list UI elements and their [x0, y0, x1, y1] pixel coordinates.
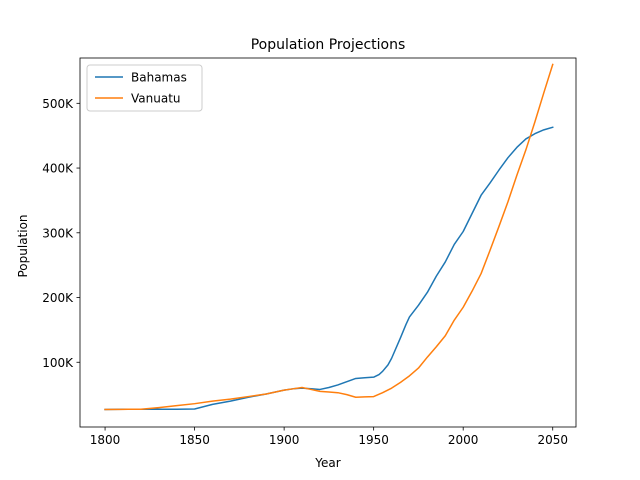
x-tick-label-1950: 1950 — [358, 433, 389, 447]
plot-area: 1800 1850 1900 1950 2000 2050 100K 200K 300K 400K… — [42, 57, 577, 447]
y-tick-label-200K: 200K — [42, 291, 74, 305]
y-tick-label-300K: 300K — [42, 226, 74, 240]
x-tick-label-2000: 2000 — [448, 433, 479, 447]
legend-label-vanuatu: Vanuatu — [131, 92, 181, 106]
y-axis-label: Population — [16, 214, 30, 277]
x-axis-label: Year — [314, 456, 340, 470]
x-tick-label-1900: 1900 — [269, 433, 300, 447]
x-tick-label-2050: 2050 — [537, 433, 568, 447]
y-tick-label-100K: 100K — [42, 356, 74, 370]
y-tick-label-400K: 400K — [42, 162, 74, 176]
chart-title: Population Projections — [251, 37, 406, 53]
plot-frame — [79, 57, 577, 428]
x-tick-label-1800: 1800 — [90, 433, 121, 447]
legend-label-bahamas: Bahamas — [131, 71, 187, 85]
legend: Bahamas Vanuatu — [86, 64, 203, 112]
x-tick-label-1850: 1850 — [179, 433, 210, 447]
y-tick-label-500K: 500K — [42, 97, 74, 111]
series-line-vanuatu — [104, 63, 554, 411]
series-line-bahamas — [104, 126, 554, 411]
